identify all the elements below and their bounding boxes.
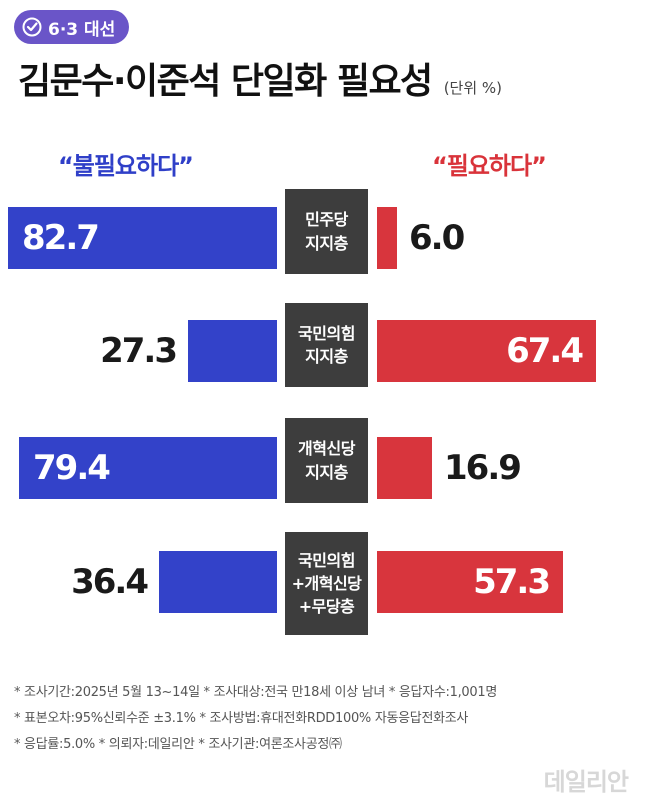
category-label-line: 지지층	[305, 462, 348, 482]
bar-necessary	[377, 320, 596, 382]
category-label-line: 지지층	[305, 347, 348, 366]
unit-label: (단위 %)	[443, 79, 503, 97]
legend-unnecessary: “불필요하다”	[58, 152, 194, 180]
bar-necessary	[377, 551, 563, 613]
value-label-necessary: 16.9	[444, 448, 522, 488]
value-label-unnecessary: 79.4	[33, 448, 111, 488]
chart-title: 김문수·이준석 단일화 필요성	[18, 61, 433, 102]
category-label-line: 민주당	[305, 210, 348, 230]
bar-unnecessary	[159, 551, 277, 613]
value-label-unnecessary: 27.3	[100, 331, 178, 371]
bar-necessary	[377, 207, 397, 269]
bar-unnecessary	[19, 437, 277, 499]
category-label-line: 국민의힘	[298, 323, 355, 343]
category-label-line: 지지층	[305, 233, 348, 253]
legend-necessary: “필요하다”	[432, 152, 547, 180]
value-label-unnecessary: 82.7	[22, 218, 100, 258]
category-label: 국민의힘 +개혁신당 +무당층	[285, 532, 368, 635]
election-badge: 6·3 대선	[14, 10, 130, 44]
title-row: 김문수·이준석 단일화 필요성 (단위 %)	[18, 52, 502, 104]
value-label-unnecessary: 36.4	[71, 562, 149, 602]
survey-footnotes: * 조사기간:2025년 5월 13~14일 * 조사대상:전국 만18세 이상…	[14, 680, 497, 758]
value-label-necessary: 67.4	[506, 331, 584, 371]
category-label-line: 개혁신당	[298, 439, 355, 459]
ballot-check-icon	[22, 17, 42, 37]
footnote-line: * 응답률:5.0% * 의뢰자:데일리안 * 조사기관:여론조사공정㈜	[14, 737, 342, 752]
bar-unnecessary	[8, 207, 277, 269]
footnote-line: * 조사기간:2025년 5월 13~14일 * 조사대상:전국 만18세 이상…	[14, 685, 497, 700]
bar-necessary	[377, 437, 432, 499]
category-label-line: +무당층	[298, 597, 355, 617]
bar-unnecessary	[188, 320, 277, 382]
publisher-watermark: 데일리안	[543, 768, 629, 796]
badge-label: 6·3 대선	[48, 19, 116, 40]
value-label-necessary: 57.3	[473, 562, 551, 602]
category-label-line: +개혁신당	[291, 573, 362, 593]
category-label-line: 국민의힘	[298, 550, 355, 570]
value-label-necessary: 6.0	[409, 218, 465, 258]
footnote-line: * 표본오차:95%신뢰수준 ±3.1% * 조사방법:휴대전화RDD100% …	[14, 711, 469, 726]
